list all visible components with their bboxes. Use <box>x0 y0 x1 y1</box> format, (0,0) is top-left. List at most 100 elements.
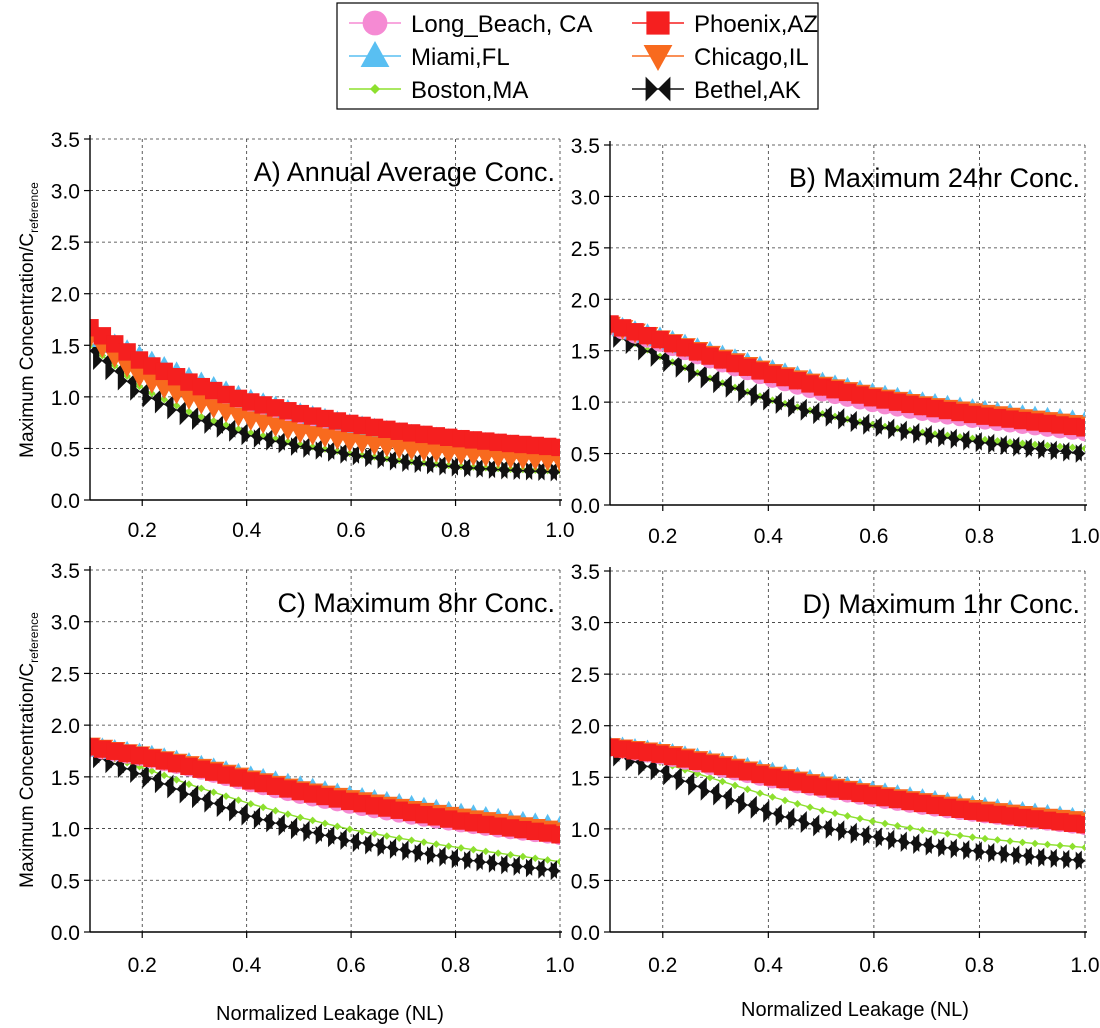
data-point <box>402 842 421 861</box>
data-point <box>1081 843 1085 852</box>
legend-label: Phoenix,AZ <box>694 11 818 38</box>
data-point <box>956 831 964 840</box>
legend-item-bethel-ak: Bethel,AK <box>632 76 801 104</box>
panel-c: 0.0 0.5 1.0 1.5 2.0 2.5 3.0 3.5 0.2 0.4 0.6 0.8 1.0 C… <box>51 560 575 977</box>
data-point <box>549 452 560 473</box>
data-point <box>197 412 206 421</box>
data-point <box>818 409 827 418</box>
data-point <box>831 809 839 818</box>
data-point <box>1056 442 1064 451</box>
y-tick-label: 1.5 <box>51 767 80 790</box>
y-tick-label: 0.0 <box>571 495 600 518</box>
data-point <box>1031 839 1039 848</box>
x-axis-label: Normalized Leakage (NL) <box>216 1003 444 1025</box>
legend-label: Long_Beach, CA <box>411 11 592 38</box>
legend-label: Boston,MA <box>411 77 528 104</box>
data-point <box>1006 837 1014 845</box>
y-tick-label: 0.5 <box>571 444 600 467</box>
data-point <box>668 358 677 366</box>
legend-box <box>336 2 819 110</box>
data-point <box>222 421 230 429</box>
data-point <box>259 803 267 812</box>
legend-label: Bethel,AK <box>694 77 801 104</box>
data-point <box>365 835 384 855</box>
y-tick-label: 3.0 <box>51 612 80 635</box>
data-point <box>1006 438 1014 446</box>
panel-d: 0.0 0.5 1.0 1.5 2.0 2.5 3.0 3.5 0.2 0.4 0.6 0.8 1.0 D… <box>571 561 1100 977</box>
y-tick-label: 2.0 <box>51 284 80 307</box>
data-point <box>781 796 789 805</box>
data-point <box>209 788 218 797</box>
legend-marker-square <box>646 11 670 35</box>
data-point <box>1043 840 1052 849</box>
x-tick-label: 0.2 <box>648 954 677 977</box>
y-tick-label: 0.0 <box>51 490 80 513</box>
data-point <box>868 420 877 429</box>
x-tick-label: 0.6 <box>859 954 888 977</box>
data-point <box>550 861 560 881</box>
x-tick-label: 0.8 <box>965 954 994 977</box>
x-tick-label: 0.2 <box>128 954 157 977</box>
data-point <box>154 774 174 794</box>
x-tick-label: 1.0 <box>1070 525 1099 548</box>
series-phoenix-az <box>90 319 560 457</box>
data-point <box>1013 437 1032 457</box>
data-point <box>501 855 520 875</box>
y-tick-label: 0.5 <box>51 870 80 893</box>
data-point <box>420 838 428 846</box>
data-point <box>756 789 764 798</box>
x-tick-label: 0.6 <box>337 954 366 977</box>
x-tick-label: 1.0 <box>545 954 574 977</box>
data-point <box>432 840 441 848</box>
legend-marker-diamond-small <box>369 83 381 95</box>
data-point <box>1018 439 1027 448</box>
legend-item-long-beach-ca: Long_Beach, CA <box>349 10 592 38</box>
y-tick-label: 2.0 <box>571 716 600 739</box>
legend: Long_Beach, CA Miami,FL Boston,MA Phoenix,A… <box>336 2 819 110</box>
y-axis-label: Maximum Concentration/Creference <box>17 612 41 888</box>
data-point <box>918 826 927 834</box>
data-point <box>308 442 317 451</box>
data-point <box>395 834 403 842</box>
x-axis-label: Normalized Leakage (NL) <box>741 999 969 1021</box>
data-point <box>551 438 560 457</box>
x-tick-label: 0.4 <box>754 954 784 977</box>
x-tick-label: 0.4 <box>754 525 784 548</box>
data-point <box>259 432 267 440</box>
x-tick-label: 0.8 <box>441 954 470 977</box>
data-point <box>643 346 652 354</box>
data-point <box>321 445 329 453</box>
axis-labels: Maximum Concentration/Creference Maximum … <box>17 182 969 1025</box>
data-point <box>1076 816 1085 834</box>
data-point <box>506 851 515 859</box>
data-point <box>148 767 156 775</box>
data-point <box>284 810 292 818</box>
legend-item-miami-fl: Miami,FL <box>349 41 510 71</box>
y-tick-label: 3.0 <box>571 613 600 636</box>
y-tick-label: 2.0 <box>51 715 80 738</box>
y-tick-label: 1.0 <box>571 819 600 842</box>
data-point <box>333 822 342 831</box>
data-point <box>556 857 560 866</box>
y-axis-label: Maximum Concentration/Creference <box>17 182 41 458</box>
data-point <box>234 796 243 804</box>
data-point <box>893 822 902 830</box>
data-point <box>931 430 939 438</box>
data-point <box>321 819 329 828</box>
x-tick-label: 0.2 <box>128 519 157 542</box>
data-point <box>1018 838 1027 847</box>
data-point <box>383 832 391 840</box>
data-point <box>993 836 1002 844</box>
data-point <box>1081 444 1085 453</box>
panels: 0.0 0.5 1.0 1.5 2.0 2.5 3.0 3.5 0.2 0.4 0.6 0.8 1.0 A… <box>51 129 1100 977</box>
data-point <box>469 845 478 854</box>
data-point <box>340 831 360 850</box>
panel-b: 0.0 0.5 1.0 1.5 2.0 2.5 3.0 3.5 0.2 0.4 0.6 0.8 1.0 B… <box>571 135 1100 548</box>
legend-label: Chicago,IL <box>694 44 809 71</box>
data-point <box>706 773 714 782</box>
panel-a: 0.0 0.5 1.0 1.5 2.0 2.5 3.0 3.5 0.2 0.4 0.6 0.8 1.0 A… <box>51 129 575 542</box>
legend-item-chicago-il: Chicago,IL <box>632 44 809 71</box>
data-point <box>160 395 168 404</box>
y-tick-label: 0.0 <box>571 922 600 945</box>
x-tick-label: 1.0 <box>1070 954 1099 977</box>
